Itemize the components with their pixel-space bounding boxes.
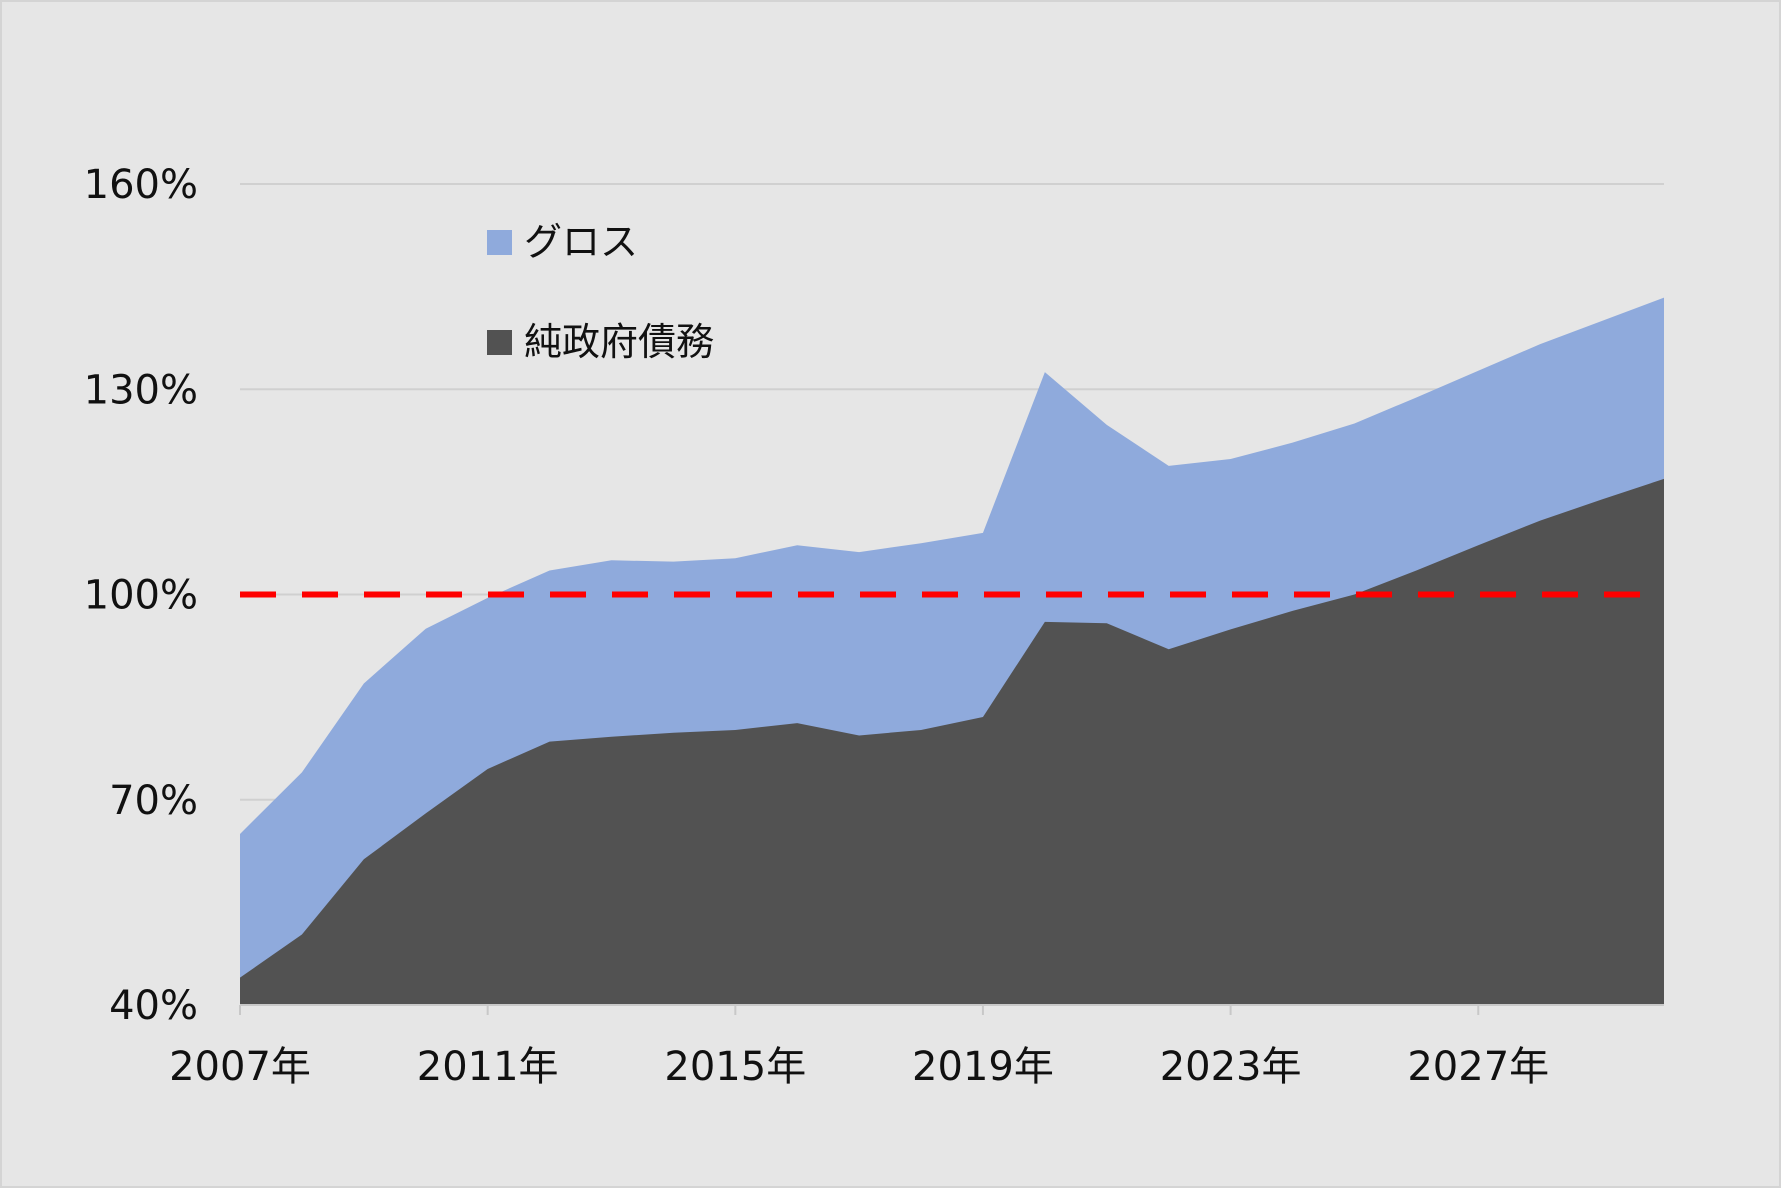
y-tick-label: 70%	[109, 778, 198, 824]
y-tick-label: 100%	[84, 573, 198, 619]
axes	[239, 1004, 1664, 1015]
x-tick-label: 2027年	[1407, 1044, 1549, 1090]
x-tick-label: 2019年	[912, 1044, 1054, 1090]
legend-label-2: 純政府債務	[524, 320, 714, 364]
x-tick-label: 2023年	[1160, 1044, 1302, 1090]
legend-label-1: グロス	[524, 220, 638, 264]
y-axis-labels: 40% 70% 100% 130% 160%	[84, 162, 198, 1029]
y-tick-label: 40%	[109, 983, 198, 1029]
x-tick-label: 2011年	[417, 1044, 559, 1090]
x-tick-label: 2015年	[664, 1044, 806, 1090]
x-tick-label: 2007年	[169, 1044, 311, 1090]
area-series-2	[240, 478, 1664, 1005]
legend-swatch-1	[487, 230, 512, 255]
y-tick-label: 130%	[84, 367, 198, 413]
area-series	[240, 297, 1664, 1005]
legend-swatch-2	[487, 330, 512, 355]
y-tick-label: 160%	[84, 162, 198, 208]
x-axis-labels: 2007年 2011年 2015年 2019年 2023年 2027年	[169, 1044, 1549, 1090]
